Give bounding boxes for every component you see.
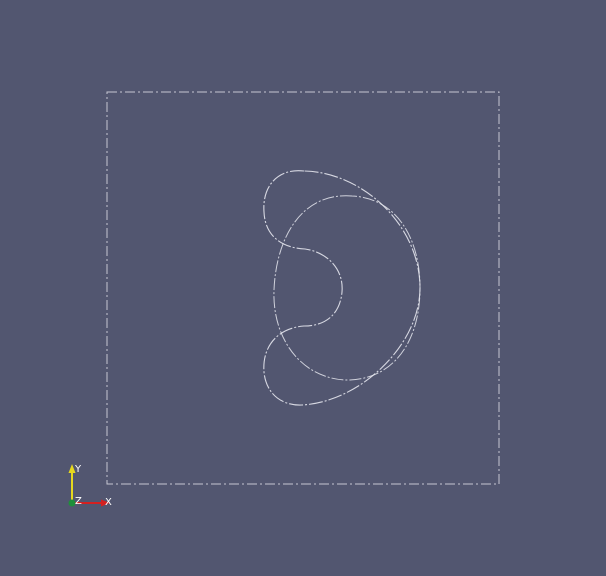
- z-axis-dot: [68, 499, 76, 507]
- x-axis-arrowhead: [101, 499, 110, 507]
- z-axis-label: Z: [75, 496, 82, 507]
- inner-circle-curve: [273, 195, 421, 381]
- y-axis-arrowhead: [68, 464, 76, 473]
- orientation-axes-triad: Y X Z: [68, 464, 112, 508]
- y-axis-label: Y: [74, 464, 82, 475]
- outer-kidney-curve: [263, 170, 421, 406]
- x-axis-label: X: [105, 497, 112, 508]
- bounding-box-outline: [106, 91, 500, 485]
